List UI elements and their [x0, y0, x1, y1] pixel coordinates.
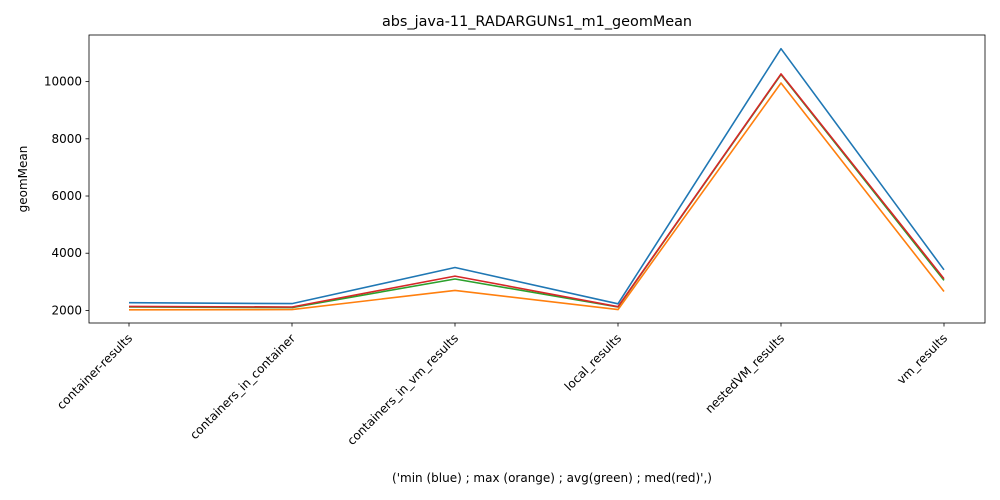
y-tick-label: 6000 [51, 189, 82, 203]
plot-area [89, 35, 985, 323]
y-tick-label: 4000 [51, 246, 82, 260]
y-axis: 2000 4000 6000 8000 10000 [44, 75, 89, 317]
plot-frame [88, 34, 986, 324]
series-line-3 [128, 73, 945, 308]
series-layer [128, 47, 945, 311]
chart-title: abs_java-11_RADARGUNs1_m1_geomMean [382, 14, 692, 30]
series-line-4 [128, 82, 945, 311]
x-axis-label: ('min (blue) ; max (orange) ; avg(green)… [392, 471, 712, 485]
y-tick-label: 8000 [51, 132, 82, 146]
y-tick-label: 2000 [51, 303, 82, 317]
series-line-1 [128, 47, 945, 305]
y-axis-label: geomMean [16, 146, 30, 213]
y-tick-label: 10000 [44, 75, 82, 89]
